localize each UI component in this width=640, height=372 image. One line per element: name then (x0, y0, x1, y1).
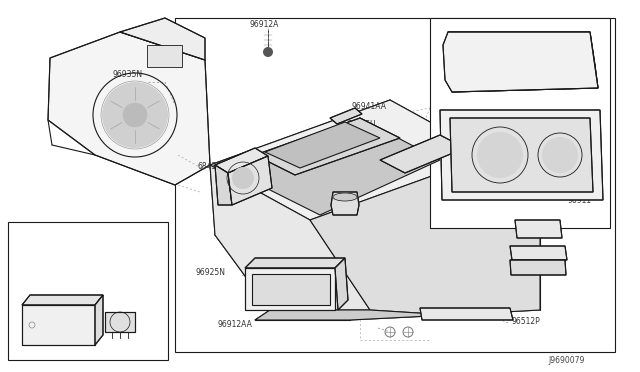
Text: 96916H: 96916H (318, 203, 348, 212)
Polygon shape (515, 220, 562, 238)
Polygon shape (331, 192, 359, 215)
Polygon shape (120, 18, 205, 60)
Text: 96925N: 96925N (195, 268, 225, 277)
Text: 96921: 96921 (532, 70, 556, 79)
Circle shape (263, 47, 273, 57)
Polygon shape (22, 295, 103, 305)
Polygon shape (510, 246, 567, 260)
Polygon shape (443, 32, 598, 92)
Text: 96953B+A: 96953B+A (14, 283, 55, 292)
Text: 96515: 96515 (537, 265, 561, 274)
Polygon shape (245, 268, 335, 310)
Polygon shape (240, 118, 440, 215)
Bar (147, 45, 182, 67)
Text: 96912N: 96912N (526, 226, 556, 235)
Circle shape (232, 167, 254, 189)
Text: 96935N: 96935N (112, 70, 142, 79)
Text: 96941AA: 96941AA (352, 102, 387, 111)
Polygon shape (228, 156, 272, 205)
Circle shape (102, 82, 168, 148)
Text: 96510N: 96510N (55, 238, 85, 247)
Polygon shape (450, 118, 593, 192)
Bar (8, 222, 168, 360)
Polygon shape (255, 118, 400, 175)
Polygon shape (440, 110, 603, 200)
Polygon shape (448, 32, 595, 68)
Polygon shape (255, 310, 450, 320)
Text: 68430NA: 68430NA (542, 138, 577, 147)
Polygon shape (335, 258, 348, 310)
Text: J9690079: J9690079 (548, 356, 584, 365)
Polygon shape (420, 308, 513, 320)
Polygon shape (22, 305, 95, 345)
Polygon shape (105, 312, 135, 332)
Polygon shape (330, 108, 362, 124)
Polygon shape (245, 258, 345, 268)
Polygon shape (210, 100, 490, 220)
Polygon shape (48, 32, 210, 185)
Text: 96512P: 96512P (512, 317, 541, 326)
Text: 96911: 96911 (568, 196, 592, 205)
Bar (430, 18, 610, 228)
Polygon shape (310, 155, 540, 315)
Bar (175, 18, 615, 352)
Polygon shape (265, 122, 380, 168)
Polygon shape (380, 135, 465, 173)
Polygon shape (252, 274, 330, 305)
Polygon shape (215, 148, 268, 173)
Circle shape (477, 132, 523, 178)
Text: 68430N: 68430N (197, 162, 227, 171)
Text: 68275U: 68275U (347, 120, 376, 129)
Polygon shape (215, 165, 232, 205)
Circle shape (123, 103, 147, 127)
Polygon shape (95, 295, 103, 345)
Text: 96912AA: 96912AA (218, 320, 253, 329)
Ellipse shape (333, 193, 357, 201)
Text: 24860N: 24860N (98, 283, 128, 292)
Text: 96912A: 96912A (250, 20, 280, 29)
Polygon shape (450, 65, 598, 92)
Polygon shape (510, 260, 566, 275)
Circle shape (542, 137, 578, 173)
Polygon shape (210, 165, 370, 310)
